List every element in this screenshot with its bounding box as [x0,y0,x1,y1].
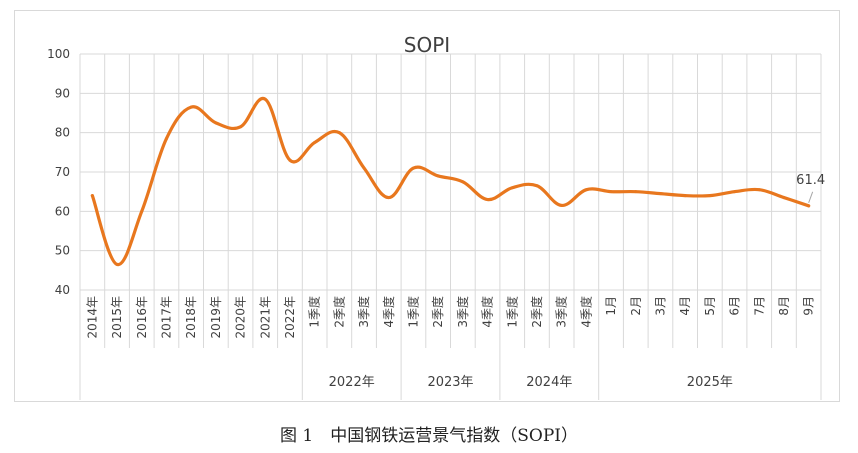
data-point [387,196,391,200]
x-tick-label: 4季度 [381,296,396,328]
x-tick-label: 9月 [802,296,816,316]
x-tick-label: 2018年 [184,296,198,339]
series-layer [90,96,811,267]
x-tick-label: 2015年 [110,296,124,339]
x-tick-label: 4月 [678,296,692,316]
data-point [609,190,613,194]
x-tick-label: 4季度 [578,296,593,328]
x-tick-label: 2季度 [331,296,346,328]
x-group-label: 2024年 [526,375,572,390]
data-point [461,180,465,184]
x-tick-label: 3季度 [554,296,569,328]
data-point [164,137,168,141]
y-tick-label: 50 [55,244,70,258]
x-tick-label: 8月 [777,296,791,316]
data-point [337,131,341,135]
x-tick-label: 3季度 [455,296,470,328]
x-tick-label: 2019年 [209,296,223,339]
data-point [486,198,490,202]
x-axis-group-labels: 2022年 2023年 2024年 2025年 [329,375,733,390]
y-tick-label: 100 [47,47,70,61]
data-label-leader [808,191,814,203]
data-point [634,190,638,194]
data-point [140,209,144,213]
x-group-label: 2022年 [329,375,375,390]
x-tick-label: 1季度 [405,296,420,328]
data-point [362,166,366,170]
x-tick-label: 2017年 [159,296,173,339]
x-tick-label: 2季度 [430,296,445,328]
y-tick-label: 70 [55,165,70,179]
x-tick-label: 3月 [653,296,667,316]
x-group-label: 2023年 [427,375,473,390]
y-axis-tick-labels: 40 50 60 70 80 90 100 [47,47,70,297]
data-point [115,262,119,266]
figure-caption: 图 1 中国钢铁运营景气指数（SOPI） [280,426,578,446]
data-point [288,158,292,162]
x-tick-label: 5月 [703,296,717,316]
data-point [214,121,218,125]
x-group-label: 2025年 [687,375,733,390]
data-point [757,188,761,192]
y-tick-label: 90 [55,86,70,100]
x-tick-label: 3季度 [356,296,371,328]
chart-title: SOPI [404,33,450,57]
data-point [560,203,564,207]
x-axis-tick-labels: 2014年 2015年 2016年 2017年 2018年 2019年 2020年 2021年… [85,296,815,339]
y-tick-label: 40 [55,283,70,297]
x-tick-label: 2月 [629,296,643,316]
x-tick-label: 1月 [604,296,618,316]
data-point [239,125,243,129]
x-tick-label: 2014年 [85,296,99,339]
data-point [535,184,539,188]
data-labels: 61.4 [796,173,825,203]
y-tick-label: 80 [55,126,70,140]
data-point [313,141,317,144]
x-tick-label: 4季度 [480,296,495,328]
data-point [411,166,415,170]
data-point [90,194,94,198]
data-point [263,97,267,101]
data-point [510,186,514,190]
data-point [807,204,811,208]
data-point [683,194,687,198]
data-point [733,190,737,194]
chart-frame [14,10,840,402]
data-point [658,192,662,196]
x-tick-label: 1季度 [504,296,519,328]
y-tick-label: 60 [55,204,70,218]
data-point [189,105,193,109]
x-tick-label: 2016年 [135,296,149,339]
sopi-line-chart: SOPI 40 50 60 70 80 90 100 2014年 2015年 2016年 2017… [47,33,825,400]
data-point [584,188,588,192]
data-point [782,196,786,200]
data-point [436,174,440,178]
x-tick-label: 2022年 [283,296,297,339]
x-tick-label: 2021年 [258,296,272,339]
x-tick-label: 6月 [728,296,742,316]
x-tick-label: 7月 [752,296,766,316]
data-label: 61.4 [796,173,825,188]
x-tick-label: 2020年 [234,296,248,339]
data-point [708,194,712,198]
x-tick-label: 2季度 [529,296,544,328]
x-tick-label: 1季度 [307,296,322,328]
